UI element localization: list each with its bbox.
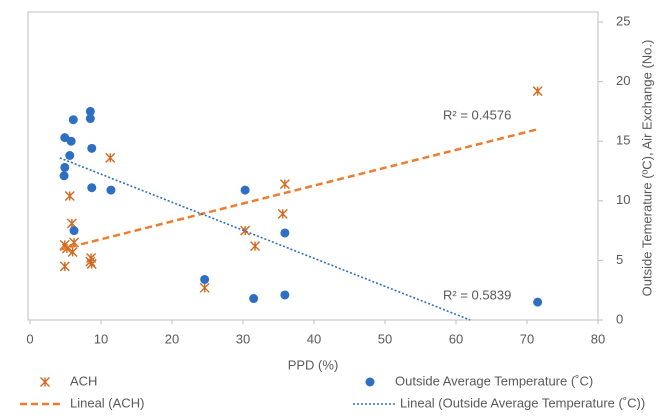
y-tick-label: 5	[616, 252, 623, 267]
data-point	[67, 247, 78, 258]
legend-marker	[365, 377, 375, 387]
data-point	[280, 228, 290, 238]
data-point	[69, 226, 79, 236]
data-point	[64, 191, 75, 202]
x-tick-label: 20	[165, 331, 179, 346]
data-point	[68, 115, 78, 125]
x-tick-label: 10	[94, 331, 108, 346]
data-point	[85, 114, 95, 124]
plot-frame	[27, 11, 599, 321]
data-point	[59, 171, 69, 181]
x-tick-label: 60	[449, 331, 463, 346]
data-point	[532, 86, 543, 97]
trend-line	[59, 157, 471, 321]
x-tick-label: 0	[26, 331, 33, 346]
data-point	[60, 162, 70, 172]
data-point	[200, 274, 210, 284]
data-point	[240, 185, 250, 195]
x-tick-label: 70	[520, 331, 534, 346]
data-point	[250, 241, 261, 252]
trend-line	[59, 128, 538, 251]
data-point	[277, 208, 288, 219]
r-squared-label: R² = 0.4576	[443, 107, 511, 122]
data-point	[105, 152, 116, 163]
data-point	[87, 143, 97, 153]
data-point	[86, 258, 97, 269]
data-point	[280, 290, 290, 300]
legend-marker	[40, 377, 50, 387]
y-tick-label: 25	[616, 13, 630, 28]
y-tick-label: 10	[616, 192, 630, 207]
legend-label: ACH	[70, 373, 97, 388]
x-tick-label: 80	[591, 331, 605, 346]
y-tick-label: 20	[616, 73, 630, 88]
legend-label: Lineal (Outside Average Temperature (˚C)…	[400, 395, 645, 410]
data-point	[85, 106, 95, 116]
x-axis-title: PPD (%)	[288, 357, 339, 372]
x-tick-label: 30	[236, 331, 250, 346]
legend-label: Outside Average Temperature (˚C)	[395, 373, 593, 388]
data-point	[249, 294, 259, 304]
data-point	[533, 297, 543, 307]
y-tick-label: 15	[616, 133, 630, 148]
x-tick-label: 40	[307, 331, 321, 346]
data-point	[59, 261, 70, 272]
x-tick-label: 50	[378, 331, 392, 346]
data-point	[106, 185, 116, 195]
data-point	[279, 179, 290, 190]
y-axis-title: Outside Temerature (ºC), Air Exchange (N…	[639, 40, 654, 297]
data-point	[65, 151, 75, 161]
data-point	[87, 183, 97, 193]
data-point	[66, 136, 76, 146]
y-tick-label: 0	[616, 311, 623, 326]
data-point	[240, 225, 251, 236]
legend-label: Lineal (ACH)	[70, 395, 144, 410]
r-squared-label: R² = 0.5839	[443, 287, 511, 302]
data-point	[199, 282, 210, 293]
